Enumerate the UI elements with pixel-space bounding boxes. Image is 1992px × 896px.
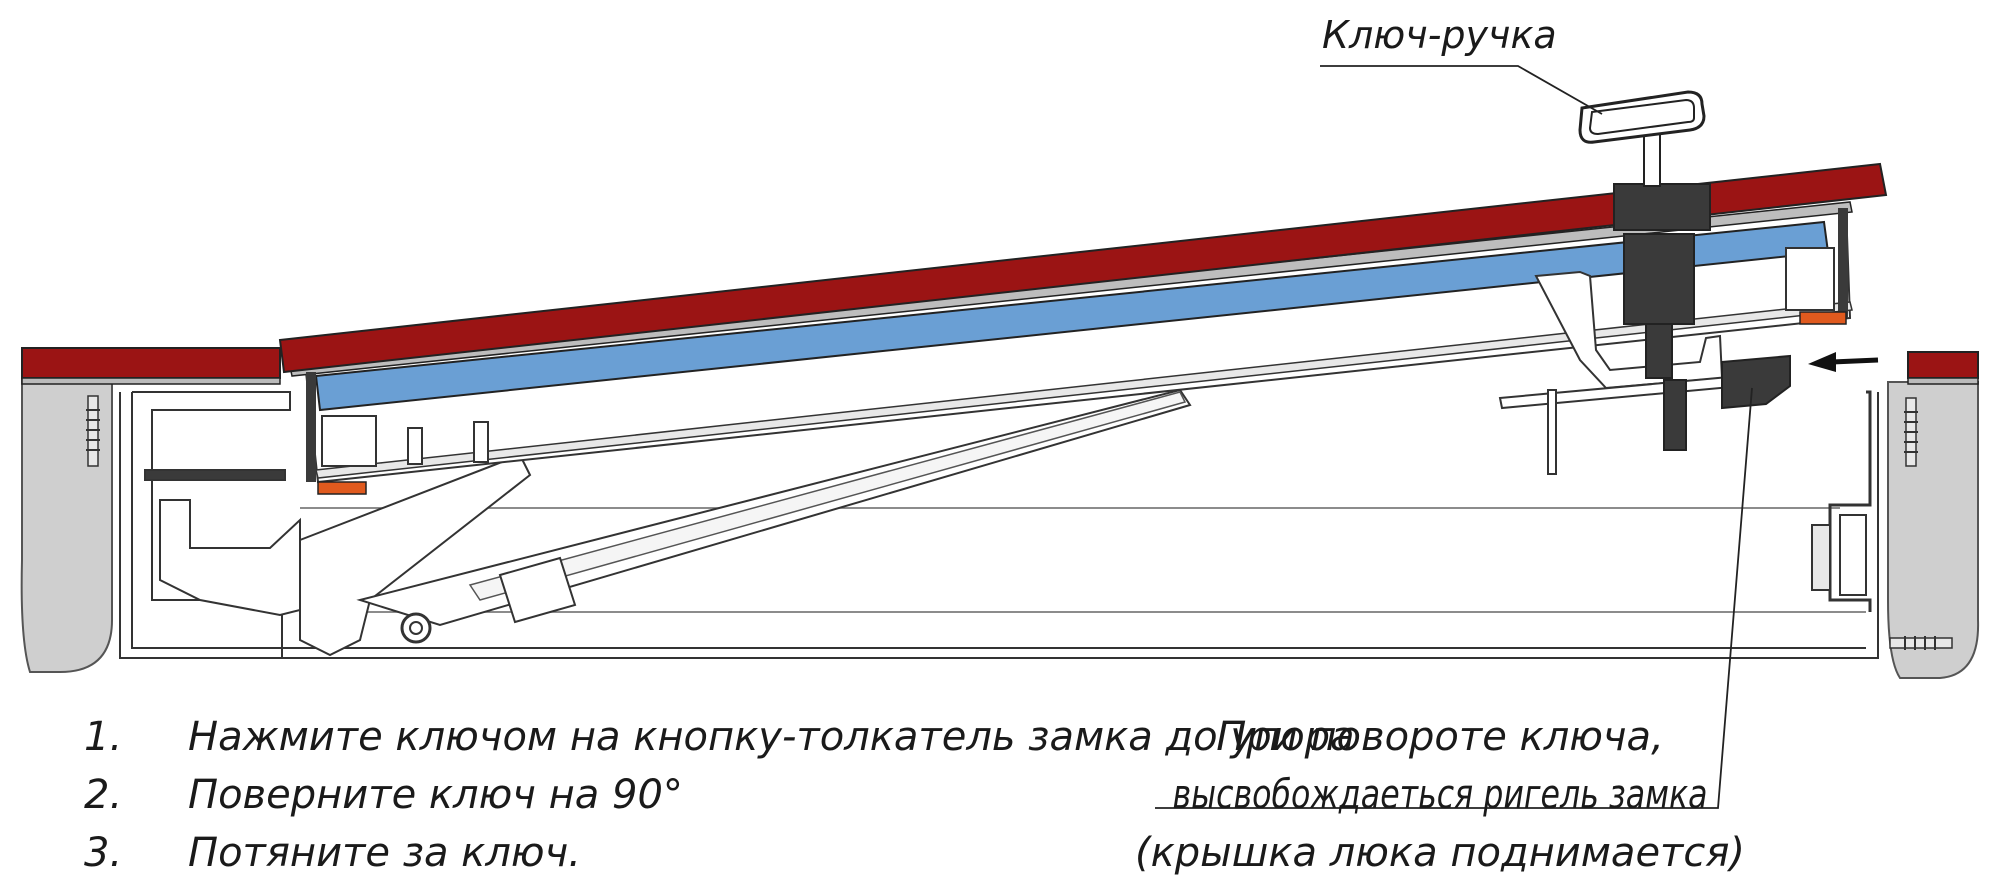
lock-bolt [1721, 354, 1791, 410]
key-handle-label: Ключ-ручка [1322, 13, 1557, 57]
lock-release-note: При повороте ключа, высвобождаеться риге… [1135, 714, 1745, 876]
left-anchor-screw-icon [86, 395, 100, 467]
right-anchor-screw-bottom-icon [1889, 636, 1953, 650]
lock-pin [1663, 379, 1687, 451]
key-handle-icon [1578, 90, 1706, 144]
step-3-text: Потяните за ключ. [188, 830, 581, 876]
step-2-text: Поверните ключ на 90° [188, 772, 683, 818]
note-line-2: высвобождаеться ригель замка [1173, 772, 1708, 818]
step-3-number: 3. [84, 830, 122, 876]
lid-floor-finish [278, 162, 1888, 374]
hinge-pivot-icon [400, 612, 432, 644]
right-seal [1799, 311, 1847, 325]
right-floor-finish [1907, 351, 1979, 379]
step-1-text: Нажмите ключом на кнопку-толкатель замка… [188, 714, 1355, 760]
step-2-number: 2. [84, 772, 122, 818]
hatch-frame [119, 390, 1879, 659]
hatch-lid [278, 162, 1888, 495]
left-floor-finish [21, 347, 281, 379]
right-anchor-screw-top-icon [1904, 397, 1918, 467]
step-1-number: 1. [84, 714, 122, 760]
hinge-mechanism [159, 388, 1192, 657]
gas-strut-cylinder [498, 556, 577, 624]
right-wall [1887, 351, 1980, 679]
lock-cylinder [1623, 233, 1695, 325]
instruction-steps: 1. Нажмите ключом на кнопку-толкатель за… [84, 714, 1355, 876]
lock-mechanism [1498, 90, 1879, 475]
left-seal [317, 481, 367, 495]
left-wall [20, 347, 281, 673]
note-line-3: (крышка люка поднимается) [1135, 830, 1745, 876]
note-line-1: При повороте ключа, [1216, 714, 1664, 760]
leader-lines [1155, 65, 1753, 809]
bolt-direction-arrow-icon [1808, 352, 1879, 372]
